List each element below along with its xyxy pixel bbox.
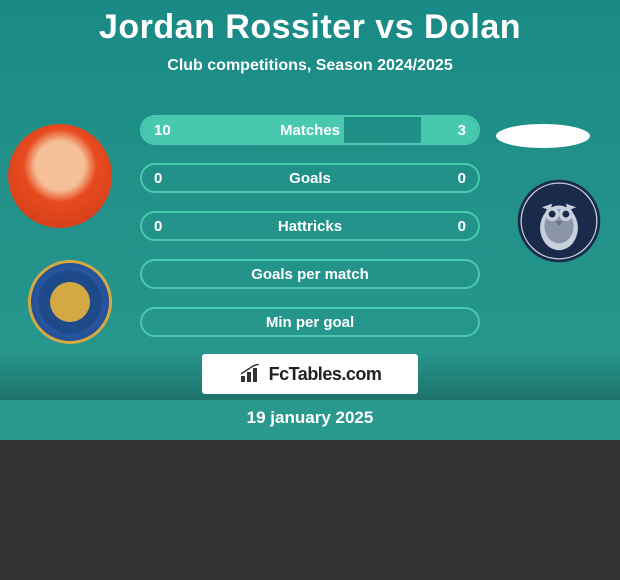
stat-value-right: 0 (458, 170, 466, 187)
club-left-badge (28, 260, 112, 344)
comparison-date: 19 january 2025 (0, 408, 620, 428)
stat-label: Min per goal (142, 314, 478, 331)
stat-row: 10Matches3 (140, 115, 480, 145)
stat-row: Goals per match (140, 259, 480, 289)
owl-badge-icon (516, 178, 602, 264)
player-left-photo (8, 124, 112, 228)
stat-value-right: 3 (458, 122, 466, 139)
chart-icon (239, 364, 263, 384)
stat-value-right: 0 (458, 218, 466, 235)
club-right-badge (516, 178, 602, 264)
branding-text: FcTables.com (269, 364, 382, 385)
stat-label: Hattricks (142, 218, 478, 235)
stat-row: Min per goal (140, 307, 480, 337)
player-right-photo (496, 124, 590, 148)
stat-label: Matches (142, 122, 478, 139)
branding-badge: FcTables.com (202, 354, 418, 394)
stat-label: Goals (142, 170, 478, 187)
comparison-subtitle: Club competitions, Season 2024/2025 (0, 57, 620, 75)
stat-row: 0Goals0 (140, 163, 480, 193)
stat-label: Goals per match (142, 266, 478, 283)
stat-row: 0Hattricks0 (140, 211, 480, 241)
comparison-title: Jordan Rossiter vs Dolan (0, 8, 620, 47)
